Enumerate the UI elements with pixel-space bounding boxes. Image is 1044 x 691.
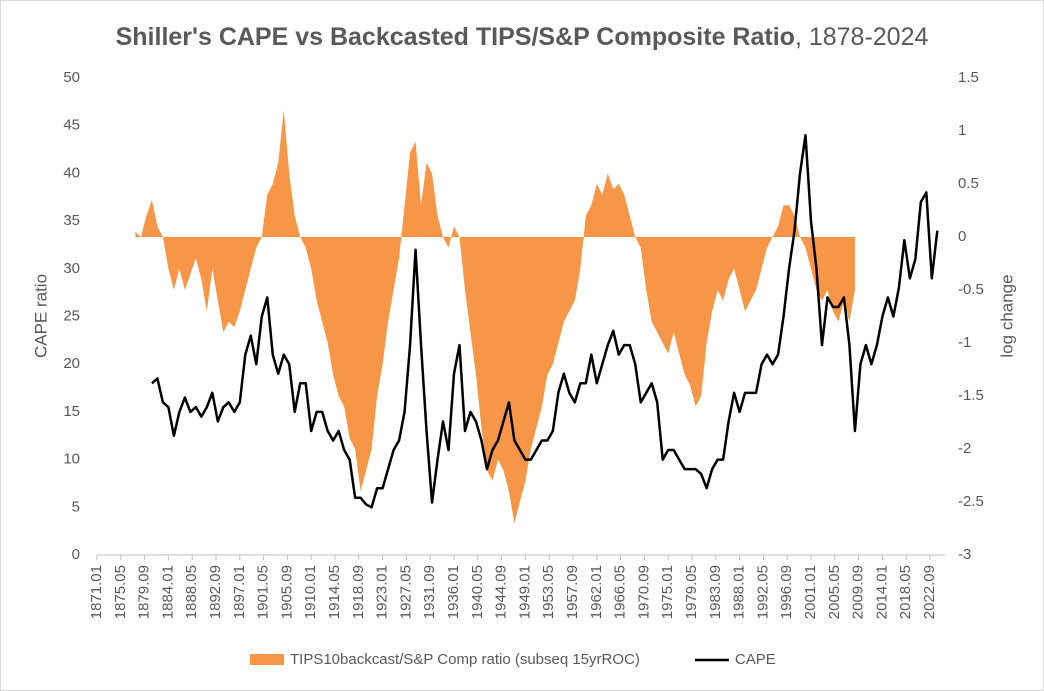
y-tick-label: 20 (63, 355, 80, 372)
y2-tick-label: -1.5 (958, 387, 984, 404)
y2-tick-label: -2.5 (958, 493, 984, 510)
y-tick-label: 45 (63, 117, 80, 134)
legend: TIPS10backcast/S&P Comp ratio (subseq 15… (250, 651, 776, 668)
area (135, 109, 855, 524)
y2-tick-label: 0.5 (958, 175, 979, 192)
x-tick-label: 1949.01 (516, 565, 533, 619)
x-tick-label: 2005.05 (826, 565, 843, 619)
y-tick-label: 25 (63, 307, 80, 324)
y2-axis-title: log change (997, 274, 1016, 357)
x-tick-label: 1905.09 (278, 565, 295, 619)
y2-tick-label: -3 (958, 546, 971, 563)
y2-tick-label: 1 (958, 122, 966, 139)
plot-area (96, 109, 945, 560)
legend-label: CAPE (735, 651, 776, 668)
x-tick-label: 1897.01 (231, 565, 248, 619)
x-tick-label: 1992.05 (754, 565, 771, 619)
y2-tick-label: 0 (958, 228, 966, 245)
x-tick-label: 1996.09 (778, 565, 795, 619)
y-tick-label: 35 (63, 212, 80, 229)
x-tick-label: 1940.05 (469, 565, 486, 619)
x-tick-label: 1988.01 (731, 565, 748, 619)
x-tick-label: 1923.01 (374, 565, 391, 619)
y-tick-label: 30 (63, 260, 80, 277)
y2-tick-label: -1 (958, 334, 971, 351)
x-tick-label: 1936.01 (445, 565, 462, 619)
x-tick-label: 1875.05 (112, 565, 129, 619)
x-tick-label: 1970.09 (635, 565, 652, 619)
x-tick-label: 1910.01 (302, 565, 319, 619)
x-tick-label: 2018.05 (897, 565, 914, 619)
y-tick-label: 5 (72, 498, 80, 515)
x-tick-label: 1892.09 (207, 565, 224, 619)
x-tick-label: 1979.05 (683, 565, 700, 619)
x-tick-label: 1962.01 (588, 565, 605, 619)
legend-swatch (250, 654, 284, 665)
y2-tick-label: -2 (958, 440, 971, 457)
x-tick-label: 2001.01 (802, 565, 819, 619)
x-tick-label: 1879.09 (136, 565, 153, 619)
x-tick-label: 1901.05 (255, 565, 272, 619)
chart-title: Shiller's CAPE vs Backcasted TIPS/S&P Co… (116, 23, 929, 51)
y-tick-label: 10 (63, 451, 80, 468)
legend-label: TIPS10backcast/S&P Comp ratio (subseq 15… (290, 651, 640, 668)
y-tick-label: 40 (63, 164, 80, 181)
title-main: Shiller's CAPE vs Backcasted TIPS/S&P Co… (116, 23, 795, 51)
x-tick-label: 1957.09 (564, 565, 581, 619)
title-years: , 1878-2024 (795, 23, 929, 51)
y-tick-label: 0 (72, 546, 80, 563)
x-tick-label: 1975.01 (659, 565, 676, 619)
x-tick-label: 1931.09 (421, 565, 438, 619)
x-tick-label: 2014.01 (873, 565, 890, 619)
y-tick-label: 50 (63, 69, 80, 86)
x-tick-label: 1918.09 (350, 565, 367, 619)
y2-tick-label: -0.5 (958, 281, 984, 298)
y-axis-title: CAPE ratio (31, 274, 50, 358)
line (151, 133, 939, 509)
x-tick-label: 1953.05 (540, 565, 557, 619)
x-tick-label: 1927.05 (397, 565, 414, 619)
x-tick-label: 1944.09 (493, 565, 510, 619)
x-tick-label: 1966.05 (612, 565, 629, 619)
x-tick-label: 1888.05 (183, 565, 200, 619)
x-tick-label: 2022.09 (921, 565, 938, 619)
x-tick-label: 1871.01 (88, 565, 105, 619)
y2-tick-label: 1.5 (958, 69, 979, 86)
x-tick-label: 1983.09 (707, 565, 724, 619)
x-tick-label: 2009.09 (850, 565, 867, 619)
x-tick-label: 1914.05 (326, 565, 343, 619)
y-tick-label: 15 (63, 403, 80, 420)
x-tick-label: 1884.01 (159, 565, 176, 619)
